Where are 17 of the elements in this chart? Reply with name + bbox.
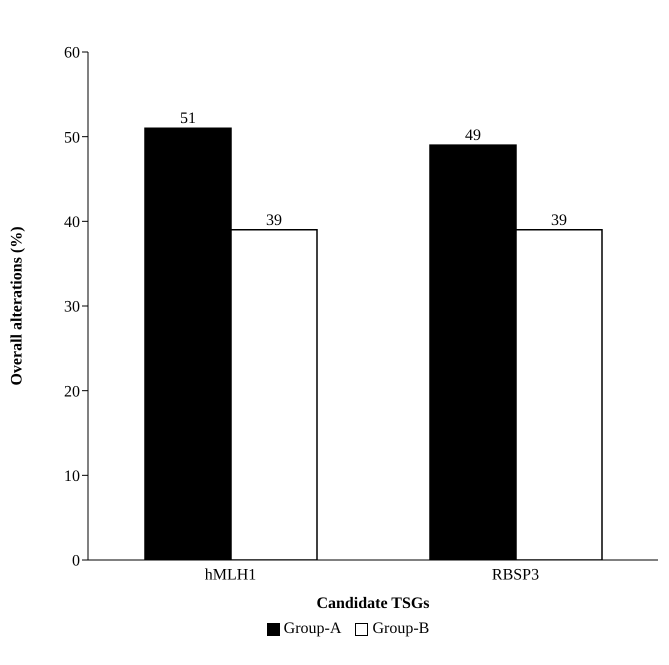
data-label: 51 [180,110,196,128]
y-tick-label: 50 [64,129,80,146]
legend-label: Group-B [372,620,430,638]
data-label: 39 [266,212,282,229]
data-label: 39 [551,212,567,229]
y-tick-label: 60 [64,44,80,62]
y-tick-label: 10 [64,468,80,486]
data-label: 49 [465,127,481,144]
x-axis-title: Candidate TSGs [316,595,430,612]
x-tick-label: hMLH1 [204,566,256,584]
x-tick-label: RBSP3 [492,566,540,584]
y-tick-label: 20 [64,383,80,400]
legend-label: Group-A [284,620,342,638]
y-tick-label: 0 [72,552,80,570]
y-tick-label: 40 [64,214,80,232]
y-tick-label: 30 [64,298,80,316]
y-axis-title: Overall alterations (%) [8,226,26,386]
